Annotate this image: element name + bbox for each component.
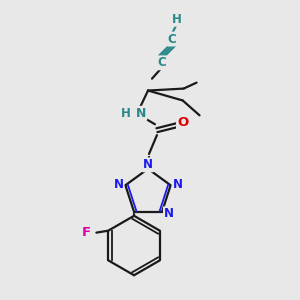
Text: N: N [164, 207, 174, 220]
Text: C: C [158, 56, 166, 69]
Text: H: H [172, 13, 182, 26]
Text: N: N [113, 178, 124, 191]
Text: F: F [82, 226, 91, 239]
Text: N: N [172, 178, 183, 191]
Text: N: N [143, 158, 153, 171]
Text: H: H [121, 107, 131, 120]
Text: C: C [167, 32, 176, 46]
Text: O: O [177, 116, 188, 129]
Text: N: N [136, 107, 146, 120]
